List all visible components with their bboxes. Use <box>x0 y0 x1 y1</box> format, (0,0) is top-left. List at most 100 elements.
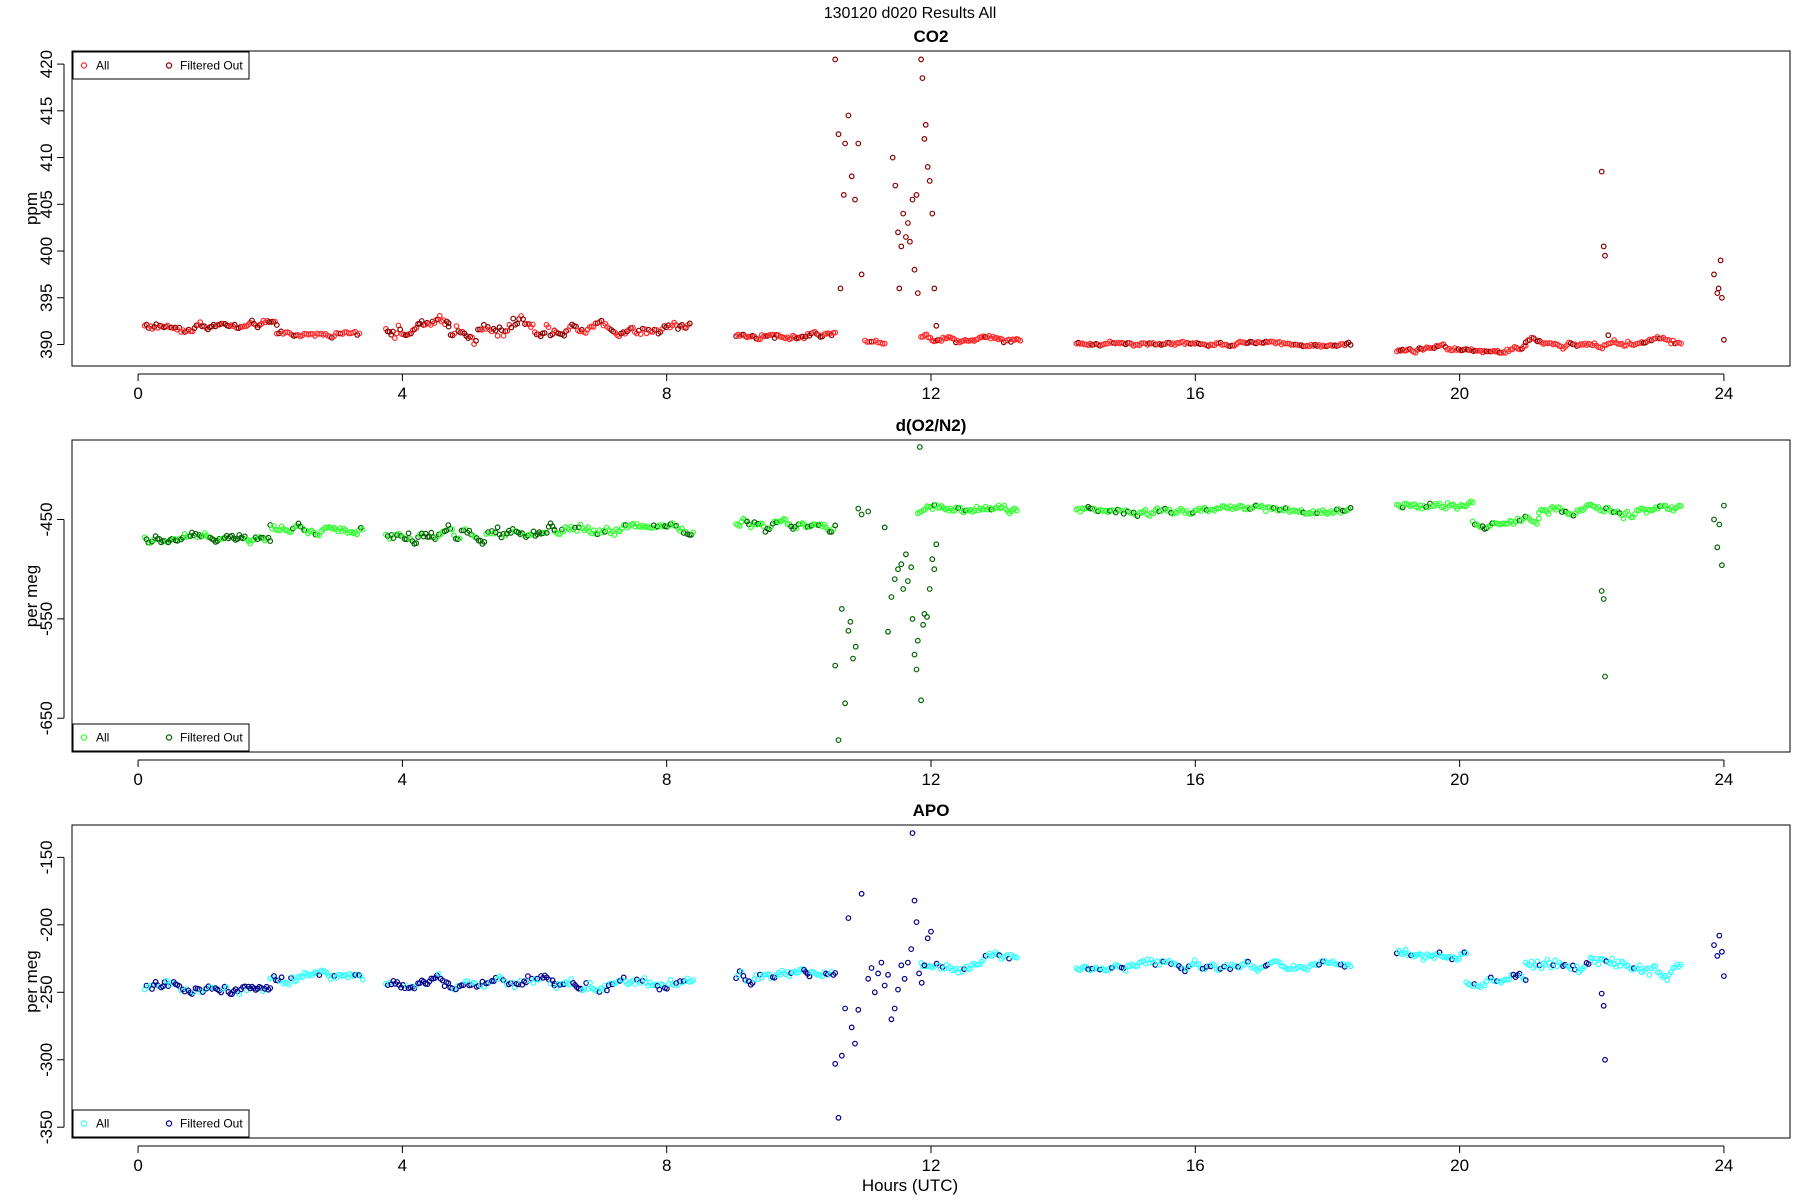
filtered-point <box>855 505 862 512</box>
all-point <box>746 333 752 340</box>
filtered-point <box>892 182 899 189</box>
all-point <box>1595 961 1602 968</box>
filtered-point <box>445 323 452 330</box>
all-point <box>436 312 443 319</box>
filtered-point <box>929 556 936 563</box>
all-point <box>299 974 306 980</box>
filtered-point <box>926 586 933 592</box>
all-point <box>1463 950 1470 957</box>
filtered-point <box>916 970 922 977</box>
filtered-point <box>842 700 848 707</box>
legend-label-filtered: Filtered Out <box>180 59 243 73</box>
filtered-point <box>900 586 907 592</box>
filtered-point <box>911 897 918 904</box>
filtered-point <box>913 666 920 673</box>
filtered-point <box>885 971 891 978</box>
panel-0: CO2 ppm 0 4 8 12 16 20 24 390 395 400 405 410 415 420 Al… <box>22 27 1791 403</box>
filtered-point <box>1716 521 1723 528</box>
filtered-point <box>832 1060 839 1067</box>
filtered-point <box>835 737 842 743</box>
all-point <box>359 526 366 533</box>
all-point <box>1660 502 1667 509</box>
panel-title: CO2 <box>914 27 949 46</box>
filtered-point <box>397 326 404 333</box>
legend-box <box>72 51 250 80</box>
all-point <box>1014 954 1020 961</box>
all-point <box>768 331 774 338</box>
filtered-point <box>838 1052 845 1059</box>
all-point <box>671 522 678 529</box>
all-point <box>600 987 606 993</box>
filtered-point <box>1605 332 1612 339</box>
filtered-point <box>905 220 911 226</box>
x-tick-label: 24 <box>1714 384 1733 403</box>
filtered-point <box>855 140 862 147</box>
filtered-point <box>913 919 920 925</box>
filtered-point <box>278 974 285 981</box>
filtered-point <box>1087 505 1094 512</box>
filtered-point <box>895 229 901 236</box>
filtered-point <box>845 915 852 921</box>
x-tick-label: 24 <box>1714 770 1733 789</box>
all-point <box>1573 963 1580 970</box>
filtered-point <box>1600 243 1607 250</box>
filtered-point <box>543 530 550 536</box>
filtered-point <box>502 328 509 335</box>
all-point <box>1607 960 1614 967</box>
legend-label-all: All <box>96 1117 109 1131</box>
all-point <box>641 975 648 981</box>
all-point <box>1654 969 1661 976</box>
filtered-point <box>826 529 833 535</box>
filtered-point <box>316 972 323 978</box>
y-tick-label: -650 <box>37 701 56 735</box>
filtered-point <box>481 539 488 545</box>
filtered-point <box>273 322 280 328</box>
all-point <box>557 531 563 537</box>
x-tick-label: 8 <box>662 770 671 789</box>
filtered-point <box>1711 516 1717 523</box>
all-point <box>1646 972 1653 978</box>
all-point <box>1652 963 1659 970</box>
filtered-point <box>885 628 891 635</box>
filtered-point <box>267 985 274 991</box>
legend-label-filtered: Filtered Out <box>180 1117 243 1131</box>
all-point <box>585 986 591 992</box>
filtered-point <box>852 643 859 650</box>
all-point <box>163 977 170 984</box>
filtered-point <box>868 965 875 971</box>
filtered-point <box>1600 596 1607 602</box>
x-tick-label: 16 <box>1186 1156 1205 1175</box>
filtered-point <box>1347 504 1354 511</box>
all-point <box>436 971 442 977</box>
filtered-point <box>258 534 265 541</box>
filtered-point <box>926 177 933 184</box>
filtered-point <box>1717 257 1724 264</box>
all-point <box>1678 503 1684 509</box>
filtered-point <box>909 830 916 836</box>
filtered-point <box>1714 290 1721 297</box>
legend-marker-all <box>80 1120 88 1127</box>
filtered-point <box>914 290 921 297</box>
all-point <box>1615 958 1621 965</box>
filtered-point <box>514 320 521 327</box>
filtered-point <box>1602 252 1608 259</box>
filtered-point <box>1197 341 1204 348</box>
x-tick-label: 16 <box>1186 384 1205 403</box>
filtered-point <box>445 980 452 986</box>
filtered-point <box>598 317 605 324</box>
filtered-point <box>1720 502 1727 509</box>
filtered-point <box>909 616 916 622</box>
y-tick-label: 420 <box>37 50 56 78</box>
all-point <box>449 526 456 533</box>
x-tick-label: 0 <box>133 770 142 789</box>
filtered-point <box>924 614 930 620</box>
filtered-point <box>475 537 482 544</box>
all-point <box>1318 958 1324 965</box>
x-tick-label: 0 <box>133 384 142 403</box>
filtered-point <box>924 163 931 170</box>
all-point <box>1593 955 1600 962</box>
y-axis-label: ppm <box>22 192 41 225</box>
y-tick-label: -150 <box>37 840 56 874</box>
all-point <box>976 334 983 341</box>
all-point <box>764 971 771 978</box>
